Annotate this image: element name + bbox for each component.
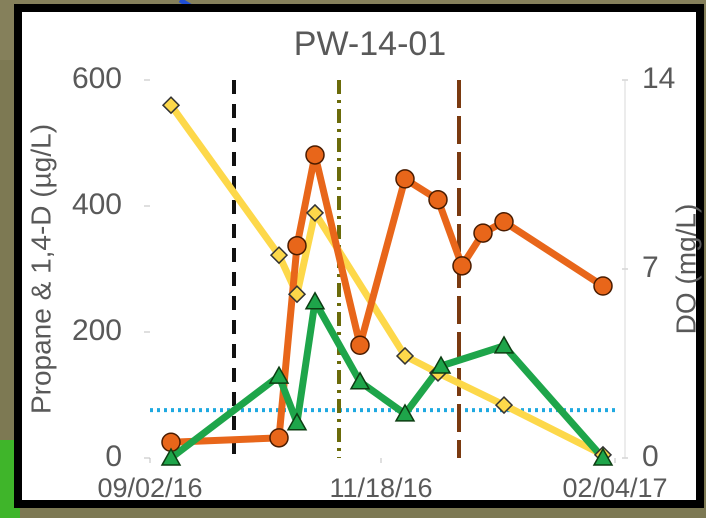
x-tick-label: 02/04/17 <box>562 473 667 503</box>
marker <box>268 365 290 384</box>
y-tick-label: 0 <box>105 440 122 473</box>
marker <box>287 235 307 256</box>
marker <box>494 212 514 232</box>
y2-axis-label: DO (mg/L) <box>670 204 701 335</box>
marker <box>350 335 370 355</box>
marker <box>269 428 289 448</box>
y2-tick-label: 14 <box>642 62 675 95</box>
y-axis-label: Propane & 1,4-D (µg/L) <box>25 124 56 414</box>
x-tick-label: 09/02/16 <box>97 473 202 503</box>
marker <box>593 276 613 296</box>
marker <box>473 223 493 243</box>
marker <box>430 355 452 374</box>
marker <box>592 447 614 466</box>
marker <box>160 447 182 466</box>
y2-tick-label: 7 <box>642 251 659 284</box>
marker <box>161 96 181 115</box>
y-tick-label: 400 <box>72 188 122 221</box>
marker <box>394 403 416 422</box>
marker <box>428 189 448 210</box>
marker <box>452 256 472 276</box>
y-tick-label: 200 <box>72 314 122 347</box>
y-tick-label: 600 <box>72 62 122 95</box>
marker <box>493 335 515 354</box>
marker <box>287 285 307 304</box>
marker <box>304 291 326 310</box>
chart-title: PW-14-01 <box>294 25 446 63</box>
marker <box>269 246 289 265</box>
marker <box>349 371 371 390</box>
marker <box>494 396 514 415</box>
marker <box>305 145 325 165</box>
marker <box>395 169 415 189</box>
panel <box>22 12 696 500</box>
marker <box>395 346 415 366</box>
series-line <box>168 103 605 458</box>
y2-tick-label: 0 <box>642 440 659 473</box>
marker <box>286 412 308 431</box>
x-tick-label: 11/18/16 <box>329 473 432 503</box>
marker <box>305 203 325 222</box>
